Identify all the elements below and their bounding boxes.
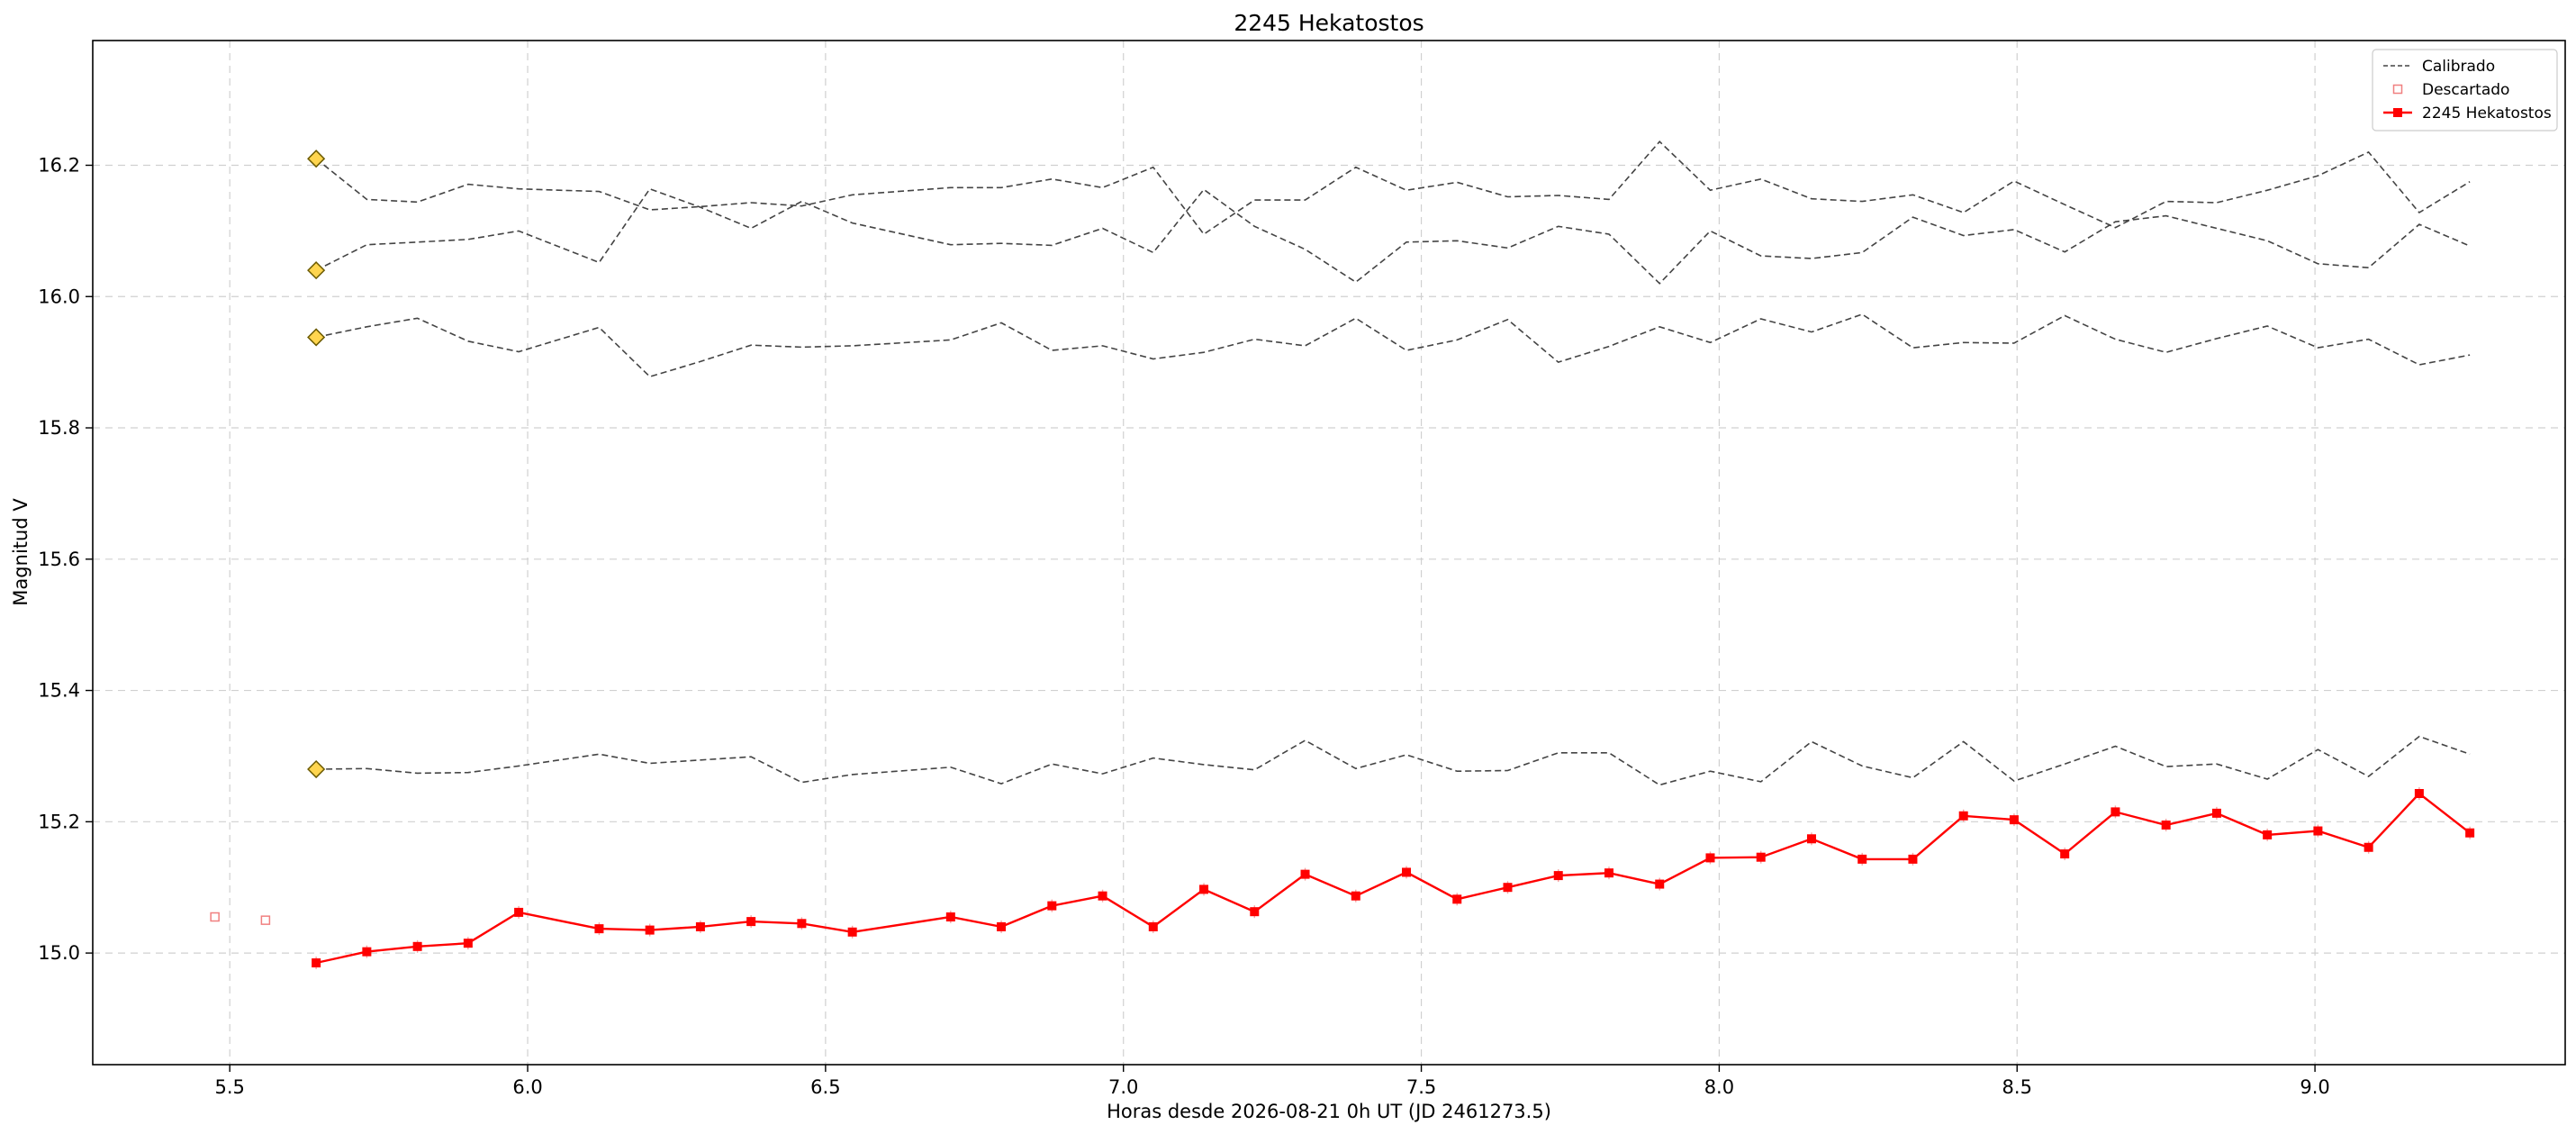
legend-label: 2245 Hekatostos xyxy=(2422,104,2552,122)
y-tick-label: 15.2 xyxy=(38,811,80,832)
calibrated-series-line xyxy=(316,735,2471,786)
target-point xyxy=(2009,815,2019,825)
target-point xyxy=(1098,891,1107,901)
comparison-star-marker xyxy=(307,328,326,347)
target-point xyxy=(1047,901,1057,911)
plot-frame xyxy=(92,40,2566,1066)
target-point xyxy=(945,912,955,922)
target-point xyxy=(2364,842,2373,852)
comparison-star-marker xyxy=(307,261,326,280)
target-point xyxy=(1553,871,1563,881)
target-point xyxy=(362,947,372,957)
y-tick-label: 15.0 xyxy=(38,942,80,964)
target-point xyxy=(1402,867,1412,877)
discarded-point xyxy=(210,912,220,922)
target-point xyxy=(2414,788,2424,798)
legend-label: Descartado xyxy=(2422,81,2509,99)
legend-swatch-target-marker xyxy=(2393,108,2402,117)
legend: Calibrado Descartado 2245 Hekatostos xyxy=(2372,49,2558,132)
x-tick-label: 6.5 xyxy=(810,1076,840,1098)
target-point xyxy=(1705,853,1715,863)
legend-label: Calibrado xyxy=(2422,58,2495,76)
y-tick-label: 15.6 xyxy=(38,549,80,570)
target-point xyxy=(1756,852,1766,862)
target-point xyxy=(2111,807,2120,817)
x-tick-label: 8.5 xyxy=(2002,1076,2032,1098)
target-point xyxy=(1148,921,1158,931)
target-point xyxy=(412,941,422,951)
target-point xyxy=(1351,891,1360,901)
discarded-point xyxy=(260,915,271,925)
target-point xyxy=(797,919,807,929)
grid-lines xyxy=(93,41,2565,1065)
target-point xyxy=(2060,849,2070,859)
target-point xyxy=(2263,830,2273,839)
comparison-star-marker xyxy=(307,150,326,168)
comparison-star-marker xyxy=(307,759,326,779)
x-tick-label: 6.0 xyxy=(512,1076,542,1098)
target-point xyxy=(514,907,524,917)
target-point xyxy=(1857,854,1867,864)
x-axis-label: Horas desde 2026-08-21 0h UT (JD 2461273… xyxy=(1107,1101,1551,1122)
target-point xyxy=(1958,811,1968,821)
calibrated-series-line xyxy=(315,141,2471,236)
target-series-line xyxy=(315,792,2471,965)
series-layer xyxy=(210,141,2475,970)
chart-title: 2245 Hekatostos xyxy=(1234,10,1424,36)
target-point xyxy=(1452,894,1462,904)
y-axis-label: Magnitud V xyxy=(10,498,32,606)
target-point xyxy=(1806,834,1816,844)
target-point xyxy=(2465,828,2475,838)
target-point xyxy=(463,939,473,948)
x-tick-label: 7.0 xyxy=(1108,1076,1138,1098)
y-tick-label: 16.0 xyxy=(38,286,80,307)
y-tick-label: 15.4 xyxy=(38,680,80,702)
legend-box xyxy=(2372,49,2558,132)
target-point xyxy=(695,921,705,931)
target-point xyxy=(2313,826,2323,836)
y-axis: 15.0 15.2 15.4 15.6 15.8 16.0 16.2 xyxy=(38,154,93,964)
x-tick-label: 8.0 xyxy=(1704,1076,1734,1098)
calibrated-series-line xyxy=(315,313,2471,378)
target-point xyxy=(645,925,655,935)
x-axis: 5.5 6.0 6.5 7.0 7.5 8.0 8.5 9.0 xyxy=(214,1065,2330,1098)
target-point xyxy=(1199,885,1209,894)
target-point xyxy=(847,927,857,937)
calibrated-series-line xyxy=(315,187,2471,285)
target-point xyxy=(1300,869,1310,879)
target-point xyxy=(2161,820,2171,830)
target-point xyxy=(1655,879,1665,889)
target-point xyxy=(2211,808,2221,818)
target-point xyxy=(1908,854,1918,864)
y-tick-label: 16.2 xyxy=(38,154,80,176)
target-point xyxy=(746,917,756,927)
x-tick-label: 9.0 xyxy=(2300,1076,2329,1098)
legend-swatch-discarded xyxy=(2392,84,2403,95)
y-tick-label: 15.8 xyxy=(38,417,80,439)
x-tick-label: 5.5 xyxy=(214,1076,244,1098)
target-point xyxy=(1604,868,1613,878)
target-point xyxy=(594,924,604,934)
target-point xyxy=(1503,883,1513,893)
target-point xyxy=(1250,907,1260,917)
target-point xyxy=(997,921,1007,931)
x-tick-label: 7.5 xyxy=(1406,1076,1436,1098)
target-point xyxy=(312,958,321,968)
